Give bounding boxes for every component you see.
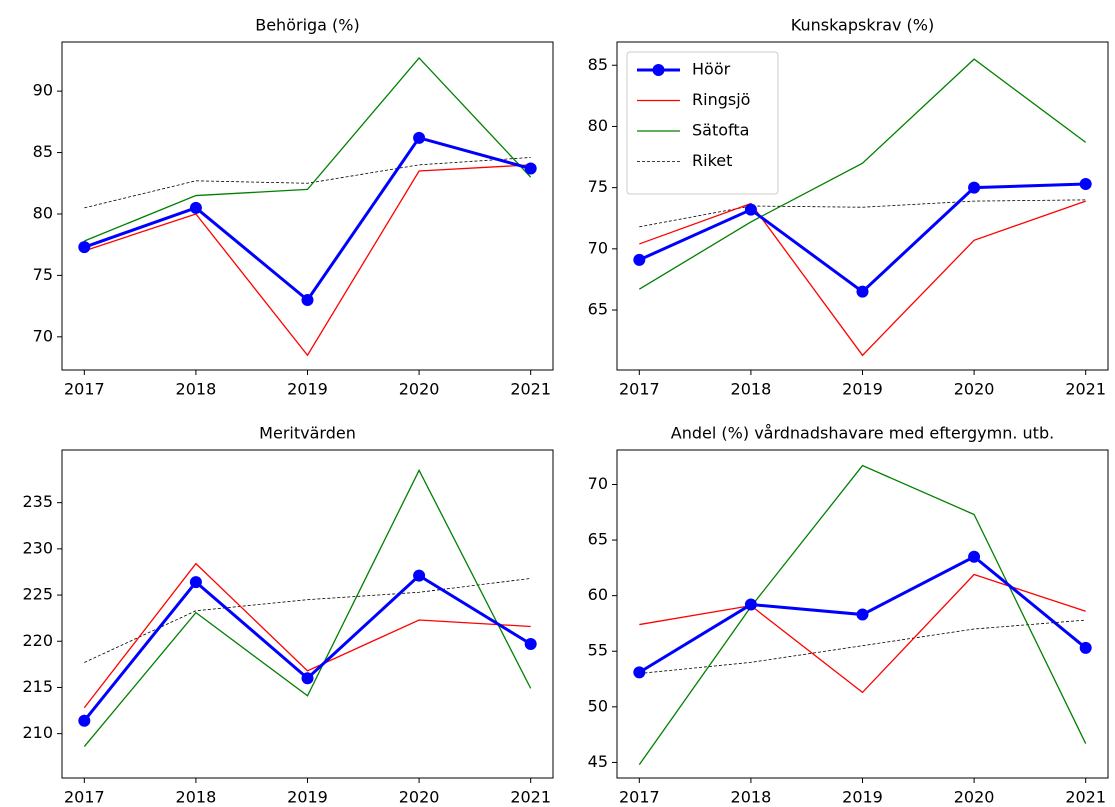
axes-frame (616, 449, 1109, 779)
point (1079, 641, 1092, 654)
y-tick-label: 55 (588, 641, 608, 660)
series-line (638, 464, 1087, 766)
x-tick-label: 2018 (176, 788, 217, 807)
x-tick-label: 2017 (619, 788, 660, 807)
y-tick-label: 65 (588, 300, 608, 319)
y-tick-label: 70 (588, 238, 608, 257)
y-tick-label: 80 (33, 203, 53, 222)
series-line (84, 56, 532, 242)
chart-title: Kunskapskrav (%) (791, 16, 934, 35)
series-line (83, 468, 532, 748)
point (524, 162, 537, 175)
y-tick-label: 85 (588, 55, 608, 74)
x-tick-label: 2021 (1065, 788, 1106, 807)
point (1079, 177, 1092, 190)
x-tick-label: 2020 (954, 788, 995, 807)
point (524, 638, 537, 651)
y-tick-label: 45 (588, 752, 608, 771)
x-tick-label: 2017 (64, 788, 105, 807)
point (301, 672, 314, 685)
y-tick-label: 60 (588, 585, 608, 604)
y-tick-label: 85 (33, 142, 53, 161)
y-tick-label: 210 (22, 723, 53, 742)
x-tick-label: 2017 (64, 380, 105, 399)
y-tick-label: 90 (33, 81, 53, 100)
x-tick-label: 2021 (510, 380, 551, 399)
point (633, 666, 646, 679)
legend-marker (652, 64, 665, 76)
axes-frame (61, 41, 554, 371)
series-line (639, 199, 1086, 228)
x-tick-label: 2021 (510, 788, 551, 807)
series-line (83, 136, 532, 303)
point (189, 201, 202, 214)
y-tick-label: 220 (22, 631, 53, 650)
point (968, 550, 981, 563)
y-tick-label: 235 (22, 492, 53, 511)
x-tick-label: 2019 (287, 788, 328, 807)
x-tick-label: 2019 (842, 788, 883, 807)
y-tick-label: 75 (33, 265, 53, 284)
series-line (84, 157, 531, 209)
axes-frame (61, 449, 554, 779)
point (968, 181, 981, 194)
x-tick-label: 2018 (176, 380, 217, 399)
series-line (638, 58, 1087, 290)
x-tick-label: 2018 (731, 788, 772, 807)
y-tick-label: 70 (33, 326, 53, 345)
y-tick-label: 80 (588, 116, 608, 135)
legend-label: Ringsjö (692, 90, 750, 109)
x-tick-label: 2021 (1065, 380, 1106, 399)
y-tick-label: 50 (588, 696, 608, 715)
point (413, 131, 426, 144)
y-tick-label: 75 (588, 177, 608, 196)
point (856, 285, 869, 298)
y-tick-label: 65 (588, 530, 608, 549)
chart-title: Meritvärden (259, 424, 356, 443)
point (301, 293, 314, 306)
point (78, 714, 91, 727)
series-line (83, 562, 531, 709)
chart-title: Andel (%) vårdnadshavare med eftergymn. … (671, 424, 1054, 443)
legend-label: Höör (692, 60, 731, 79)
series-line (84, 164, 531, 357)
y-tick-label: 225 (22, 585, 53, 604)
point (744, 598, 757, 611)
point (633, 253, 646, 266)
series-line (638, 182, 1086, 294)
legend-box (626, 51, 779, 195)
x-tick-label: 2018 (731, 380, 772, 399)
x-tick-label: 2019 (287, 380, 328, 399)
series-line (639, 619, 1086, 674)
x-tick-label: 2020 (954, 380, 995, 399)
point (413, 569, 426, 582)
point (189, 576, 202, 589)
y-tick-label: 230 (22, 538, 53, 557)
y-tick-label: 215 (22, 677, 53, 696)
point (78, 241, 91, 254)
y-tick-label: 70 (588, 474, 608, 493)
legend-label: Riket (692, 151, 732, 170)
series-line (83, 573, 532, 722)
point (744, 203, 757, 216)
x-tick-label: 2017 (619, 380, 660, 399)
point (856, 608, 869, 621)
legend-label: Sätofta (692, 121, 749, 140)
chart-title: Behöriga (%) (255, 16, 360, 35)
x-tick-label: 2020 (399, 788, 440, 807)
x-tick-label: 2020 (399, 380, 440, 399)
series-line (639, 200, 1086, 357)
x-tick-label: 2019 (842, 380, 883, 399)
axes-frame (616, 41, 1109, 371)
